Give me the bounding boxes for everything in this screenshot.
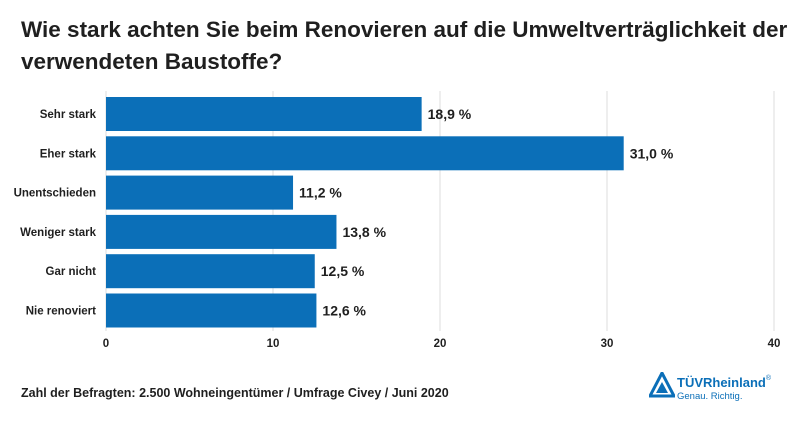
category-label: Unentschieden [14, 188, 96, 200]
logo-wordmark: TÜVRheinland® [677, 375, 771, 390]
data-label: 12,5 % [321, 263, 365, 279]
data-label: 11,2 % [299, 185, 342, 201]
x-tick-label: 0 [103, 338, 109, 350]
category-label: Sehr stark [40, 109, 97, 121]
x-tick-label: 10 [267, 338, 280, 350]
footnote: Zahl der Befragten: 2.500 Wohneingentüme… [21, 386, 449, 400]
bar [106, 97, 422, 131]
data-label: 12,6 % [322, 303, 366, 319]
logo-brand: TÜVRheinland [677, 375, 766, 390]
bar [106, 293, 317, 328]
bar [106, 136, 624, 171]
category-label: Eher stark [40, 148, 97, 160]
data-label: 31,0 % [630, 145, 674, 161]
x-tick-label: 30 [601, 338, 614, 350]
labels: 0 10 20 30 40 Sehr stark 18,9 % Eher stark 31,0 … [14, 106, 781, 350]
bars [106, 97, 624, 328]
category-label: Nie renoviert [26, 306, 96, 318]
data-label: 13,8 % [342, 224, 386, 240]
bar [106, 254, 315, 289]
logo-registered: ® [765, 375, 772, 382]
chart-title: Wie stark achten Sie beim Renovieren auf… [21, 17, 788, 74]
x-tick-label: 40 [768, 338, 781, 350]
category-label: Weniger stark [20, 227, 96, 239]
data-label: 18,9 % [428, 106, 472, 122]
tuv-logo: TÜVRheinland® Genau. Richtig. [647, 370, 797, 410]
logo-tagline: Genau. Richtig. [677, 391, 743, 402]
category-label: Gar nicht [46, 266, 97, 278]
tuv-triangle-logo-icon [649, 372, 675, 398]
bar [106, 175, 294, 210]
x-tick-label: 20 [434, 338, 447, 350]
bar [106, 214, 337, 249]
